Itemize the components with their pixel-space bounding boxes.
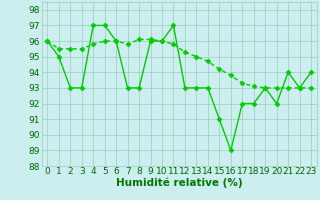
X-axis label: Humidité relative (%): Humidité relative (%) (116, 178, 243, 188)
